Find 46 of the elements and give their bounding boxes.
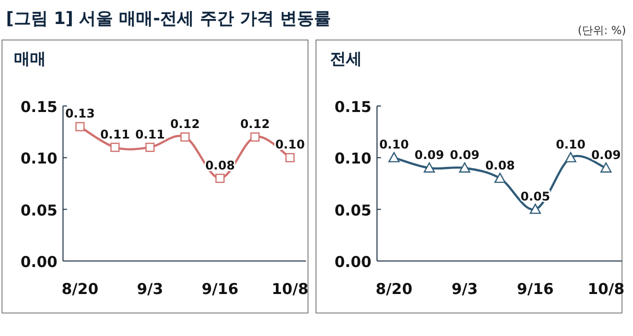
- data-label: 0.10: [275, 138, 305, 152]
- point: [180, 132, 190, 142]
- text: (단위: %): [578, 24, 626, 37]
- data-label: 0.09: [414, 148, 444, 162]
- point: [424, 162, 435, 173]
- point: [600, 162, 612, 173]
- chart-title: 매매: [14, 49, 46, 68]
- point: [250, 132, 260, 142]
- point: [494, 172, 506, 183]
- data-label: 0.09: [450, 148, 480, 162]
- data-label: 0.13: [65, 106, 95, 121]
- x-tick-label: 9/3: [136, 280, 164, 298]
- x-tick-label: 9/16: [202, 280, 238, 298]
- chart-title: 전세: [330, 49, 362, 68]
- y-tick-label: 0.10: [334, 150, 372, 168]
- y-tick-label: 0.00: [20, 253, 58, 271]
- data-label: 0.11: [100, 127, 130, 142]
- x-tick-label: 10/8: [272, 280, 308, 298]
- data-label: 0.10: [556, 138, 586, 152]
- point: [530, 204, 541, 214]
- data-label: 0.10: [379, 138, 409, 152]
- point: [110, 142, 120, 152]
- y-tick-label: 0.05: [20, 201, 58, 220]
- data-label: 0.12: [240, 117, 270, 131]
- point: [459, 162, 470, 173]
- x-tick-label: 9/16: [516, 280, 554, 298]
- y-tick-label: 0.15: [20, 98, 58, 116]
- point: [215, 174, 225, 183]
- y-tick-label: 0.05: [334, 201, 372, 220]
- text: [그림 1] 서울 매매-전세 주간 가격 변동률: [6, 9, 331, 29]
- x-tick-label: 10/8: [588, 280, 624, 298]
- data-label: 0.12: [170, 117, 200, 131]
- point: [565, 152, 576, 162]
- point: [388, 152, 400, 162]
- x-tick-label: 9/3: [451, 280, 478, 298]
- y-tick-label: 0.15: [334, 98, 372, 116]
- y-tick-label: 0.00: [334, 253, 372, 271]
- data-label: 0.08: [485, 158, 515, 172]
- data-label: 0.09: [591, 148, 621, 162]
- x-tick-label: 8/20: [62, 280, 98, 298]
- point: [145, 142, 155, 152]
- x-tick-label: 8/20: [376, 280, 412, 298]
- y-tick-label: 0.10: [20, 150, 58, 168]
- data-label: 0.11: [135, 127, 165, 142]
- point: [75, 122, 85, 132]
- point: [285, 153, 295, 162]
